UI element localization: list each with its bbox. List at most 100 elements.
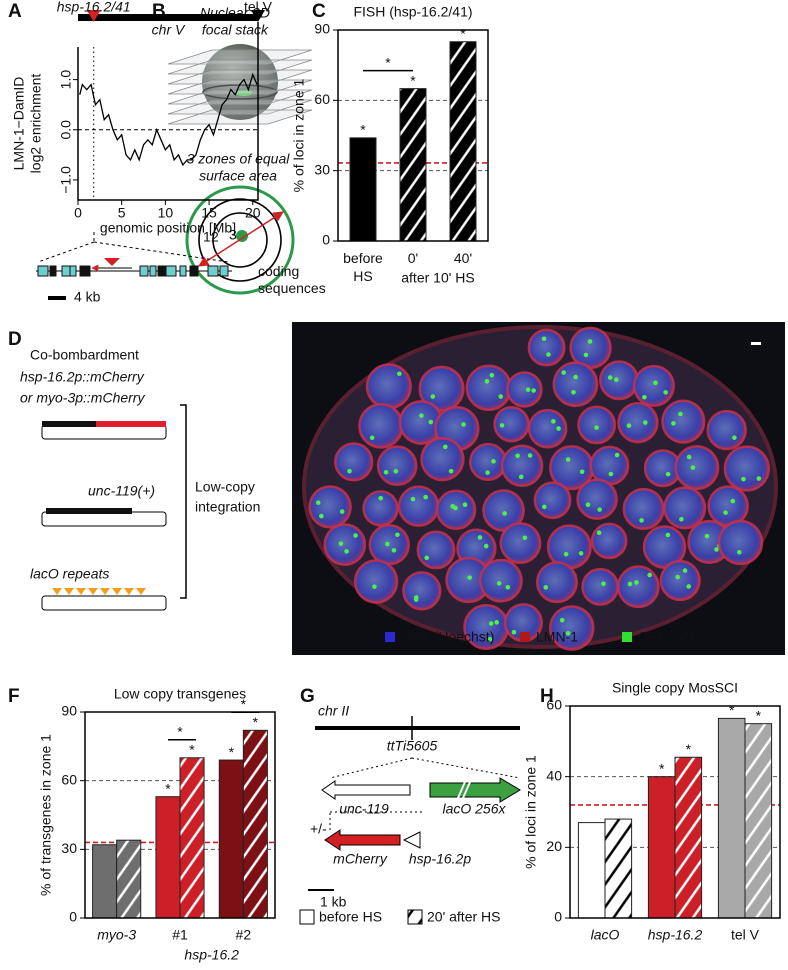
focal-plane <box>167 69 313 85</box>
focal-plane <box>167 109 313 125</box>
zones-label: 3 zones of equal <box>187 151 291 167</box>
focal-plane <box>167 99 313 115</box>
nucleus <box>499 522 542 565</box>
nucleus <box>493 405 530 443</box>
x-tick-label: 20 <box>245 205 261 221</box>
zones-diagram <box>185 185 295 295</box>
significance-star: * <box>165 780 171 796</box>
y-axis-label: log2 enrichment <box>28 74 44 174</box>
panel-letter: A <box>8 1 22 22</box>
locus <box>236 90 252 96</box>
gfp-spot <box>663 390 668 395</box>
y-tick-label: 20 <box>546 838 562 854</box>
construct-label: unc-119(+) <box>88 483 155 499</box>
gfp-spot <box>573 374 578 380</box>
zone-label: 2 <box>211 229 219 245</box>
gfp-spot <box>608 471 614 477</box>
coding-box <box>179 265 187 277</box>
laco-repeat <box>64 588 74 595</box>
y-axis-label: LMN-1−DamID <box>11 77 27 171</box>
y-tick-label: 0.0 <box>58 120 74 140</box>
marker-label: hsp-16.2/41 <box>57 0 131 15</box>
gfp-spot <box>627 581 633 587</box>
zone-outline <box>185 185 295 295</box>
nucleus <box>617 401 659 444</box>
marker-label: tel V <box>244 0 273 15</box>
panel-title: Co-bombardment <box>30 347 139 363</box>
marker <box>86 10 101 22</box>
scale-label: 4 kb <box>74 289 101 305</box>
x-tick-label: #2 <box>236 927 252 943</box>
gfp-spot <box>601 581 606 587</box>
y-axis-label: % of loci in zone 1 <box>523 755 539 869</box>
nucleus <box>706 409 747 451</box>
plasmid <box>41 595 167 611</box>
gfp-spot <box>525 387 531 392</box>
construct-label: or myo-3p::mCherry <box>20 390 145 406</box>
chromosome-label: chr V <box>152 22 186 38</box>
gfp-spot <box>487 636 493 642</box>
nucleus <box>674 445 720 491</box>
gfp-spot <box>527 453 533 458</box>
chromosome <box>78 14 258 21</box>
gfp-spot <box>491 459 496 464</box>
nucleus <box>416 530 456 570</box>
panel-letter: C <box>312 1 326 22</box>
zoom-lines <box>37 232 229 263</box>
gfp-spot <box>498 394 504 399</box>
significance-star: * <box>729 702 735 718</box>
gfp-spot <box>551 419 556 424</box>
zone-label: 3 <box>229 227 237 243</box>
mcherry-arrow <box>324 829 401 851</box>
x-tick-label: 40' <box>454 250 472 266</box>
gene-label: hsp-16.2p <box>409 851 471 867</box>
gfp-spot <box>565 457 571 462</box>
gfp-spot <box>467 575 472 580</box>
zone-label: 1 <box>203 229 211 245</box>
construct-label: lacO repeats <box>30 566 109 582</box>
gfp-spot <box>587 339 593 344</box>
gfp-spot <box>737 549 742 555</box>
unc-119-gene <box>46 508 132 514</box>
gfp-spot <box>642 394 647 400</box>
y-tick-label: 1.0 <box>58 70 74 90</box>
gfp-spot <box>397 371 402 377</box>
gfp-spot <box>515 453 520 459</box>
gfp-spot <box>319 513 324 519</box>
gfp-spot <box>383 469 389 475</box>
nucleus <box>661 399 706 444</box>
laco-repeat <box>136 588 146 595</box>
gfp-spot <box>579 469 585 475</box>
nucleus <box>717 519 764 566</box>
nucleus <box>616 565 660 609</box>
gfp-spot <box>484 379 490 384</box>
nucleus <box>590 522 628 560</box>
gfp-spot <box>607 375 613 380</box>
gfp-spot <box>597 507 602 512</box>
nucleus <box>358 403 404 449</box>
significance-star: * <box>253 714 259 730</box>
y-tick-label: 0 <box>69 909 77 925</box>
nucleus <box>334 442 374 482</box>
gfp-spot <box>583 352 589 358</box>
bar <box>399 88 427 242</box>
laco-repeat <box>124 588 134 595</box>
gfp-spot <box>563 551 569 557</box>
coding-box <box>189 265 199 277</box>
gfp-spot <box>686 454 692 460</box>
gfp-spot <box>541 504 547 510</box>
x-tick-label: 0' <box>408 250 418 266</box>
y-tick-label: 60 <box>61 771 77 787</box>
gfp-spot <box>704 533 710 539</box>
bracket <box>180 404 187 599</box>
gfp-spot <box>556 426 561 431</box>
coding-box <box>157 265 167 277</box>
mcherry <box>96 421 166 427</box>
gfp-spot <box>578 551 584 556</box>
y-tick-label: 0 <box>554 909 562 925</box>
significance-star: * <box>756 707 762 723</box>
gfp-spot <box>372 584 377 589</box>
gfp-spot <box>499 423 505 428</box>
